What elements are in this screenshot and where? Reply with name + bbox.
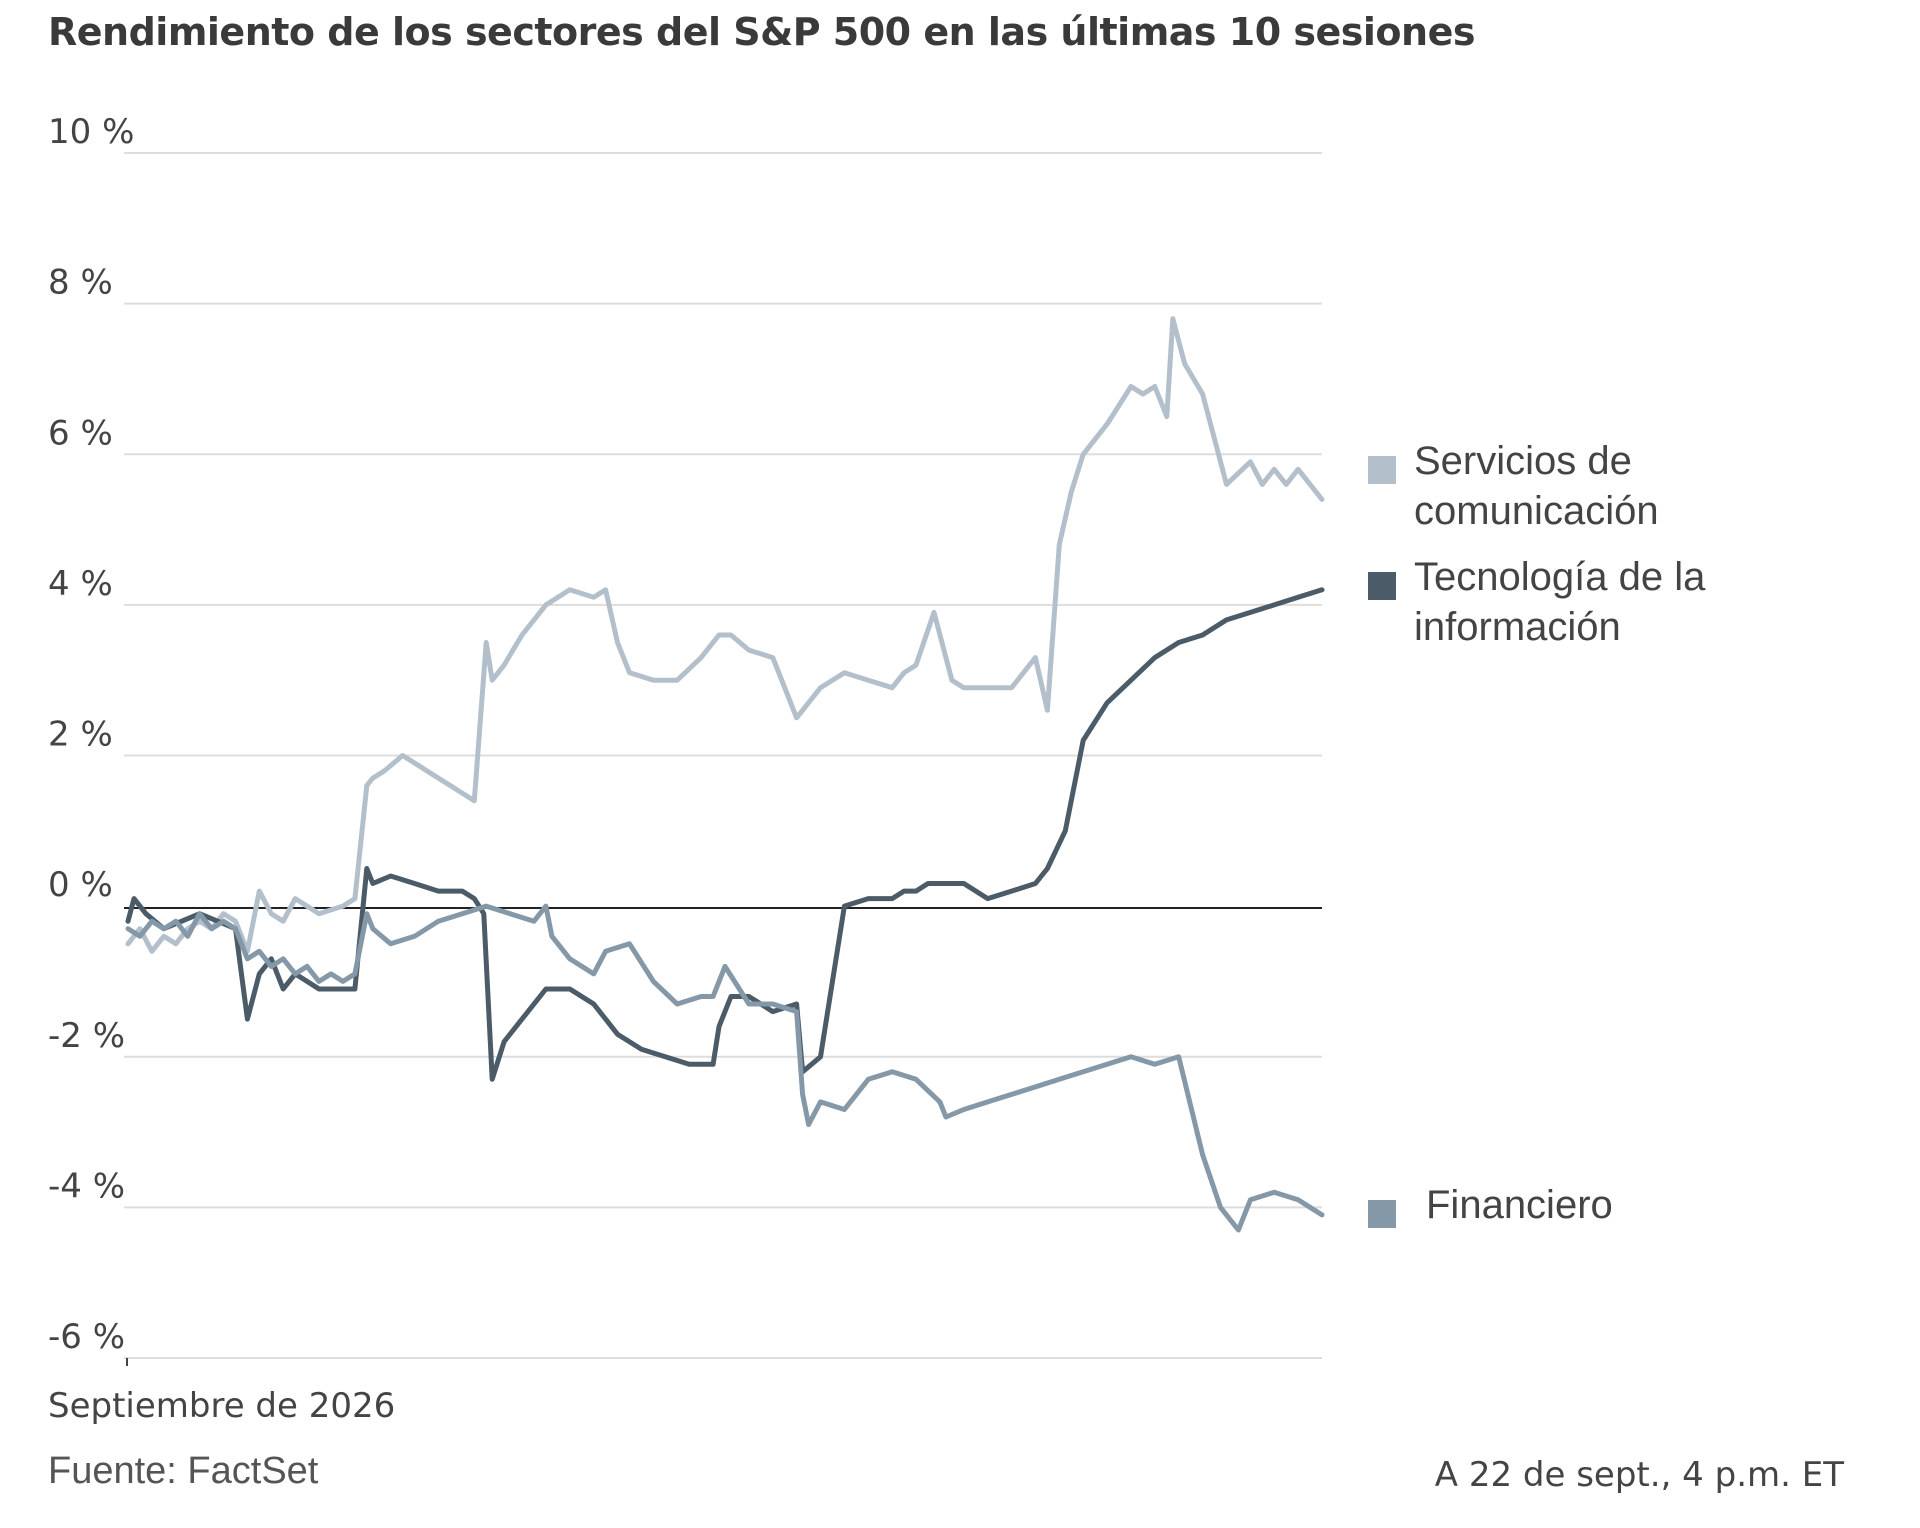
series-line-0: [125, 316, 1325, 954]
legend-label-servicios: Servicios de comunicación: [1414, 436, 1659, 536]
legend-label-line: comunicación: [1414, 489, 1659, 533]
series-line-1: [125, 587, 1325, 1082]
y-tick-label: -6 %: [48, 1317, 125, 1357]
legend-label-line: Tecnología de la: [1414, 555, 1706, 599]
legend-swatch-servicios: [1368, 456, 1396, 484]
series-line-2: [125, 903, 1325, 1233]
x-axis-label: Septiembre de 2026: [48, 1386, 395, 1426]
source-note: Fuente: FactSet: [48, 1450, 319, 1492]
legend-item-tecnologia: Tecnología de la información: [1368, 552, 1705, 652]
y-tick-label: 10 %: [48, 112, 134, 152]
y-tick-label: -4 %: [48, 1166, 125, 1206]
y-tick-label: 8 %: [48, 263, 113, 303]
as-of-note: A 22 de sept., 4 p.m. ET: [1434, 1455, 1844, 1495]
legend-label-line: Financiero: [1426, 1183, 1613, 1227]
y-tick-label: 4 %: [48, 564, 113, 604]
legend-swatch-financiero: [1368, 1200, 1396, 1228]
gridlines: [124, 152, 1322, 1359]
series-lines: [125, 316, 1325, 1233]
y-tick-label: 2 %: [48, 715, 113, 755]
legend-label-tecnologia: Tecnología de la información: [1414, 552, 1705, 652]
legend-label-line: Servicios de: [1414, 439, 1632, 483]
legend-label-financiero: Financiero: [1426, 1180, 1613, 1230]
y-tick-label: -2 %: [48, 1016, 125, 1056]
legend-label-line: información: [1414, 605, 1621, 649]
y-tick-label: 0 %: [48, 865, 113, 905]
chart-title: Rendimiento de los sectores del S&P 500 …: [48, 10, 1475, 54]
legend-item-servicios: Servicios de comunicación: [1368, 436, 1659, 536]
legend-item-financiero: Financiero: [1368, 1180, 1613, 1230]
legend-swatch-tecnologia: [1368, 572, 1396, 600]
y-tick-label: 6 %: [48, 413, 113, 453]
y-axis-ticks: 10 % 8 % 6 % 4 % 2 % 0 % -2 % -4 % -6 %: [48, 112, 134, 1357]
